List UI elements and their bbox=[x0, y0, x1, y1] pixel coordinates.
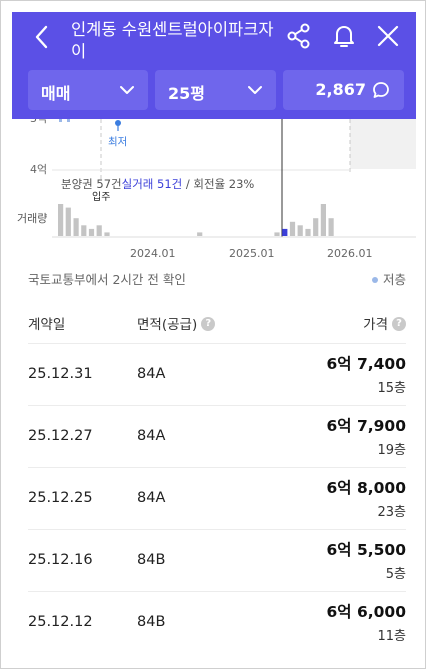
y-label-3: 3억 bbox=[30, 119, 47, 125]
share-icon bbox=[287, 23, 310, 49]
volume-bar bbox=[313, 218, 319, 236]
x-label-2024: 2024.01 bbox=[130, 247, 176, 259]
volume-bar bbox=[81, 225, 87, 236]
volume-bar bbox=[73, 218, 79, 236]
volume-bar bbox=[197, 232, 203, 236]
page-title: 인계동 수원센트럴아이파크자이 bbox=[71, 20, 274, 61]
volume-bar bbox=[104, 232, 110, 236]
row-area: 84B bbox=[137, 614, 166, 630]
chart-canvas: 3억 4억 최저 분양권 57건실거래 51건 / 회전율 23% 입주 거래량… bbox=[17, 112, 416, 260]
volume-bar bbox=[274, 232, 280, 236]
table-row[interactable]: 25.12.16 84B 6억 5,500 5층 bbox=[28, 529, 406, 591]
header-area-label: 면적(공급) bbox=[137, 317, 198, 333]
row-date: 25.12.16 bbox=[28, 552, 93, 568]
listing-count-value: 2,867 bbox=[315, 80, 366, 99]
row-area: 84A bbox=[137, 428, 166, 444]
help-icon[interactable]: ? bbox=[201, 317, 216, 331]
volume-label: 거래량 bbox=[17, 212, 47, 225]
chevron-down-icon bbox=[120, 86, 134, 94]
data-source-text: 국토교통부에서 2시간 전 확인 bbox=[28, 272, 186, 287]
transaction-list: 25.12.31 84A 6억 7,400 15층 25.12.27 84A 6… bbox=[28, 343, 406, 653]
row-price: 6억 7,900 bbox=[326, 417, 406, 435]
row-date: 25.12.12 bbox=[28, 614, 93, 630]
volume-bar bbox=[65, 207, 71, 236]
row-date: 25.12.27 bbox=[28, 428, 93, 444]
row-floor: 15층 bbox=[377, 381, 406, 396]
row-floor: 23층 bbox=[377, 505, 406, 520]
legend-low-floor: 저층 bbox=[371, 269, 406, 288]
presale-stat: 분양권 57건 bbox=[61, 177, 122, 191]
future-region bbox=[350, 119, 416, 169]
trade-type-value: 매매 bbox=[41, 84, 71, 103]
table-row[interactable]: 25.12.12 84B 6억 6,000 11층 bbox=[28, 591, 406, 653]
size-value: 25평 bbox=[168, 84, 205, 103]
volume-bar bbox=[289, 221, 296, 236]
volume-bar bbox=[305, 228, 311, 236]
row-price: 6억 8,000 bbox=[326, 479, 406, 497]
header-price: 가격? bbox=[363, 313, 406, 333]
share-button[interactable] bbox=[285, 22, 313, 50]
chevron-left-icon bbox=[35, 25, 48, 49]
data-point bbox=[59, 119, 62, 122]
app-header: 인계동 수원센트럴아이파크자이 매매 bbox=[12, 12, 416, 119]
table-header: 계약일 면적(공급)? 가격? bbox=[28, 313, 406, 335]
chevron-down-icon bbox=[248, 86, 262, 94]
header-price-label: 가격 bbox=[363, 317, 388, 333]
legend-dot-icon bbox=[371, 276, 378, 283]
price-chart[interactable]: 3억 4억 최저 분양권 57건실거래 51건 / 회전율 23% 입주 거래량… bbox=[12, 112, 416, 260]
row-floor: 11층 bbox=[377, 629, 406, 644]
row-floor: 19층 bbox=[377, 443, 406, 458]
row-price: 6억 6,000 bbox=[326, 603, 406, 621]
header-area: 면적(공급)? bbox=[137, 313, 216, 333]
chat-bubble-icon bbox=[373, 82, 389, 98]
volume-bar bbox=[297, 225, 303, 236]
listing-count-button[interactable]: 2,867 bbox=[283, 70, 404, 110]
header-date: 계약일 bbox=[28, 317, 66, 333]
legend-label: 저층 bbox=[382, 272, 406, 287]
data-point bbox=[67, 119, 70, 122]
notification-button[interactable] bbox=[330, 22, 358, 50]
help-icon[interactable]: ? bbox=[392, 317, 406, 331]
y-label-4: 4억 bbox=[30, 163, 47, 176]
row-price: 6억 5,500 bbox=[326, 541, 406, 559]
volume-bar bbox=[58, 204, 64, 236]
low-marker-dot bbox=[115, 120, 121, 126]
turnover-stat: / 회전율 23% bbox=[182, 177, 254, 191]
volume-bar bbox=[88, 228, 95, 236]
volume-bar bbox=[320, 204, 326, 236]
x-label-2025: 2025.01 bbox=[229, 247, 275, 259]
bell-icon bbox=[334, 26, 354, 47]
volume-bar bbox=[328, 218, 334, 236]
row-area: 84A bbox=[137, 490, 166, 506]
size-select[interactable]: 25평 bbox=[155, 70, 276, 110]
volume-bars bbox=[58, 204, 334, 236]
row-date: 25.12.25 bbox=[28, 490, 93, 506]
data-source-row: 국토교통부에서 2시간 전 확인 저층 bbox=[28, 269, 406, 289]
table-row[interactable]: 25.12.31 84A 6억 7,400 15층 bbox=[28, 343, 406, 405]
row-date: 25.12.31 bbox=[28, 366, 93, 382]
close-icon bbox=[377, 25, 399, 47]
table-row[interactable]: 25.12.27 84A 6억 7,900 19층 bbox=[28, 405, 406, 467]
row-area: 84A bbox=[137, 366, 166, 382]
volume-bar bbox=[96, 225, 102, 236]
low-label: 최저 bbox=[108, 136, 127, 148]
close-button[interactable] bbox=[374, 22, 402, 50]
row-price: 6억 7,400 bbox=[326, 355, 406, 373]
move-in-label: 입주 bbox=[92, 190, 110, 203]
x-label-2026: 2026.01 bbox=[327, 247, 373, 259]
actual-stat: 실거래 51건 bbox=[122, 177, 183, 191]
table-row[interactable]: 25.12.25 84A 6억 8,000 23층 bbox=[28, 467, 406, 529]
row-area: 84B bbox=[137, 552, 166, 568]
volume-bar bbox=[282, 228, 288, 236]
trade-type-select[interactable]: 매매 bbox=[28, 70, 148, 110]
chart-stats: 분양권 57건실거래 51건 / 회전율 23% bbox=[61, 177, 254, 191]
row-floor: 5층 bbox=[385, 567, 406, 582]
back-button[interactable] bbox=[30, 22, 54, 52]
